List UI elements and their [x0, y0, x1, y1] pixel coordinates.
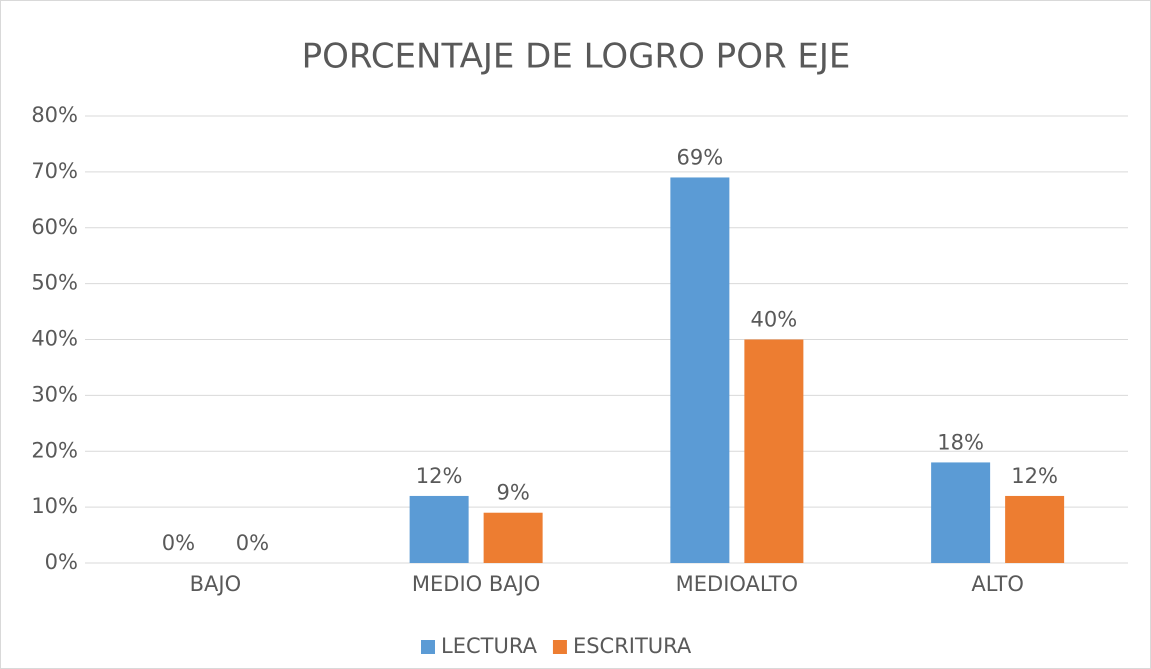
x-tick-label: MEDIOALTO	[676, 572, 798, 596]
y-tick-label: 10%	[31, 494, 78, 518]
legend-label: ESCRITURA	[573, 634, 692, 658]
chart-title: PORCENTAJE DE LOGRO POR EJE	[302, 37, 851, 77]
y-tick-label: 30%	[31, 382, 78, 406]
x-tick-label: ALTO	[971, 572, 1024, 596]
y-tick-label: 0%	[45, 550, 78, 574]
bar	[931, 462, 991, 563]
data-label: 0%	[162, 531, 195, 555]
data-label: 12%	[416, 464, 463, 488]
bar	[670, 177, 730, 563]
y-tick-label: 50%	[31, 271, 78, 295]
x-tick-label: MEDIO BAJO	[412, 572, 540, 596]
legend-swatch	[421, 640, 435, 654]
y-tick-label: 80%	[31, 103, 78, 127]
data-label: 69%	[677, 145, 724, 169]
data-label: 40%	[751, 308, 798, 332]
legend-label: LECTURA	[441, 634, 538, 658]
bar	[744, 339, 804, 563]
y-tick-label: 70%	[31, 159, 78, 183]
bar	[1005, 495, 1065, 563]
y-tick-label: 20%	[31, 438, 78, 462]
y-tick-label: 60%	[31, 215, 78, 239]
data-label: 18%	[937, 430, 984, 454]
y-tick-label: 40%	[31, 327, 78, 351]
legend-swatch	[552, 640, 567, 654]
data-label: 9%	[496, 481, 529, 505]
bar	[409, 495, 469, 563]
x-tick-label: BAJO	[190, 572, 242, 596]
bar	[483, 512, 543, 563]
data-label: 0%	[236, 531, 269, 555]
data-label: 12%	[1011, 464, 1058, 488]
